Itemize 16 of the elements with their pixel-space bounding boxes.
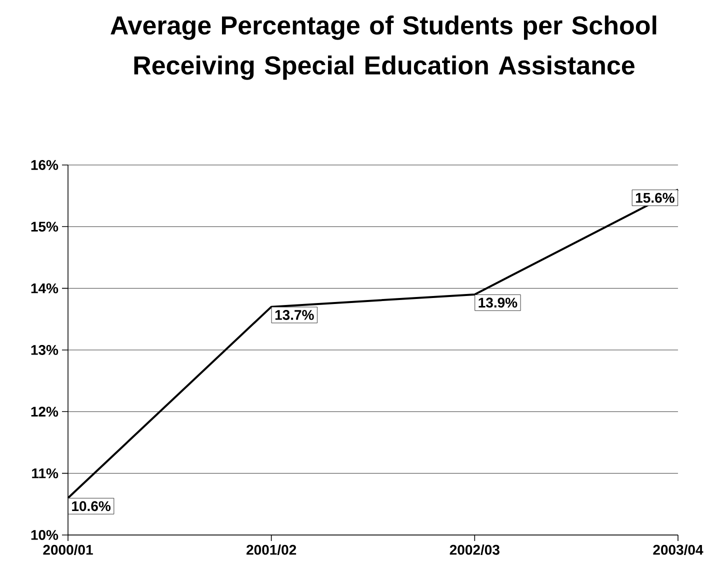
y-tick-label: 11% — [32, 468, 58, 478]
x-tick-label: 2003/04 — [653, 544, 704, 555]
chart-title: Average Percentage of Students per School Receiving Special Education Assistance — [110, 16, 656, 80]
data-label: 10.6% — [72, 501, 111, 512]
y-tick-label: 13% — [31, 345, 58, 355]
y-tick-label: 15% — [31, 222, 58, 232]
x-tick-label: 2000/01 — [43, 544, 93, 555]
y-tick-label: 12% — [31, 406, 58, 417]
y-tick-label: 14% — [31, 283, 58, 294]
x-tick-label: 2002/03 — [450, 544, 500, 555]
y-tick-label: 10% — [31, 530, 58, 540]
data-label: 15.6% — [636, 192, 674, 203]
y-tick-label: 16% — [31, 160, 58, 170]
x-tick-label: 2001/02 — [246, 544, 296, 555]
data-label: 13.9% — [478, 298, 518, 308]
data-label: 13.7% — [275, 310, 314, 320]
